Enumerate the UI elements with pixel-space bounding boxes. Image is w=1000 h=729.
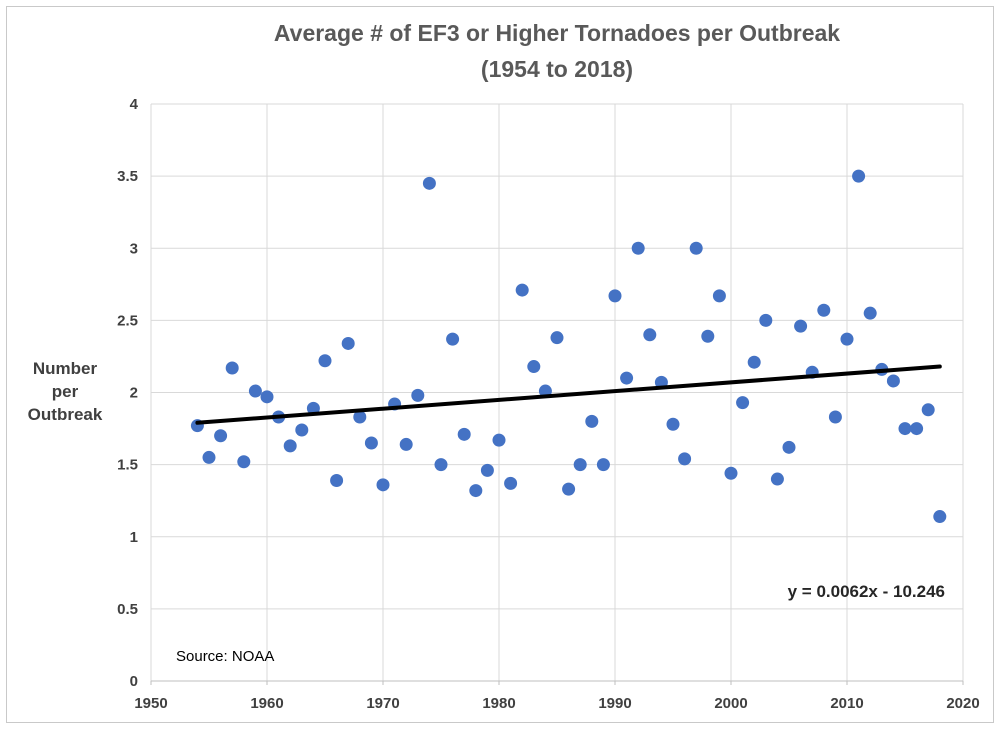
data-point bbox=[434, 458, 448, 472]
data-point bbox=[863, 306, 877, 320]
y-tick-label: 0.5 bbox=[117, 601, 138, 618]
data-point bbox=[596, 458, 610, 472]
data-point bbox=[422, 176, 436, 190]
data-point bbox=[515, 283, 529, 297]
y-tick-label: 2.5 bbox=[117, 312, 138, 329]
data-point bbox=[689, 241, 703, 255]
data-point bbox=[504, 476, 518, 490]
data-point bbox=[248, 384, 262, 398]
data-point bbox=[828, 410, 842, 424]
y-tick-label: 1 bbox=[130, 529, 138, 546]
data-point bbox=[260, 390, 274, 404]
data-point bbox=[411, 388, 425, 402]
x-tick-label: 2000 bbox=[714, 695, 747, 712]
data-point bbox=[608, 289, 622, 303]
x-tick-label: 2020 bbox=[946, 695, 979, 712]
data-point bbox=[724, 466, 738, 480]
data-point bbox=[712, 289, 726, 303]
data-point bbox=[631, 241, 645, 255]
data-point bbox=[910, 422, 924, 436]
data-point bbox=[573, 458, 587, 472]
data-point bbox=[794, 319, 808, 333]
data-point bbox=[237, 455, 251, 469]
data-point bbox=[446, 332, 460, 346]
source-note: Source: NOAA bbox=[176, 648, 275, 665]
data-point bbox=[562, 482, 576, 496]
data-point bbox=[666, 417, 680, 431]
data-point bbox=[376, 478, 390, 492]
data-point bbox=[782, 440, 796, 454]
data-point bbox=[341, 336, 355, 350]
data-point bbox=[747, 355, 761, 369]
data-point bbox=[283, 439, 297, 453]
data-point bbox=[318, 354, 332, 368]
y-tick-label: 3 bbox=[130, 240, 138, 257]
data-point bbox=[214, 429, 228, 443]
data-point bbox=[480, 463, 494, 477]
data-point bbox=[306, 401, 320, 415]
data-point bbox=[330, 473, 344, 487]
data-point bbox=[736, 396, 750, 410]
data-point bbox=[295, 423, 309, 437]
y-tick-label: 3.5 bbox=[117, 168, 138, 185]
x-tick-label: 1960 bbox=[250, 695, 283, 712]
data-point bbox=[898, 422, 912, 436]
data-point bbox=[852, 169, 866, 183]
data-point bbox=[399, 437, 413, 451]
data-point bbox=[527, 360, 541, 374]
y-tick-label: 2 bbox=[130, 385, 138, 402]
data-point bbox=[469, 484, 483, 498]
data-point bbox=[550, 331, 564, 345]
x-tick-label: 1970 bbox=[366, 695, 399, 712]
data-point bbox=[678, 452, 692, 466]
data-point bbox=[492, 433, 506, 447]
y-tick-label: 0 bbox=[130, 673, 138, 690]
data-point bbox=[225, 361, 239, 375]
data-point bbox=[643, 328, 657, 342]
x-tick-label: 1980 bbox=[482, 695, 515, 712]
y-axis-title-line-3: Outbreak bbox=[27, 405, 103, 424]
data-point bbox=[770, 472, 784, 486]
data-point bbox=[585, 414, 599, 428]
data-point bbox=[933, 510, 947, 524]
chart-subtitle: (1954 to 2018) bbox=[480, 56, 634, 82]
y-axis-title: Number per Outbreak bbox=[15, 357, 115, 426]
data-point bbox=[202, 450, 216, 464]
x-tick-label: 2010 bbox=[830, 695, 863, 712]
data-point bbox=[353, 410, 367, 424]
y-tick-label: 4 bbox=[130, 96, 139, 113]
data-point bbox=[759, 313, 773, 327]
y-axis-title-line-2: per bbox=[51, 382, 79, 401]
trend-line bbox=[195, 364, 942, 425]
x-tick-label: 1990 bbox=[598, 695, 631, 712]
data-point bbox=[364, 436, 378, 450]
trendline-equation-label: y = 0.0062x - 10.246 bbox=[787, 582, 945, 601]
data-point bbox=[457, 427, 471, 441]
data-point bbox=[620, 371, 634, 385]
y-axis-title-line-1: Number bbox=[32, 359, 98, 378]
data-point bbox=[817, 303, 831, 317]
chart-title: Average # of EF3 or Higher Tornadoes per… bbox=[273, 20, 841, 46]
y-tick-label: 1.5 bbox=[117, 457, 138, 474]
data-point bbox=[886, 374, 900, 388]
data-point bbox=[921, 403, 935, 417]
data-point bbox=[840, 332, 854, 346]
data-point bbox=[701, 329, 715, 343]
x-tick-label: 1950 bbox=[134, 695, 167, 712]
